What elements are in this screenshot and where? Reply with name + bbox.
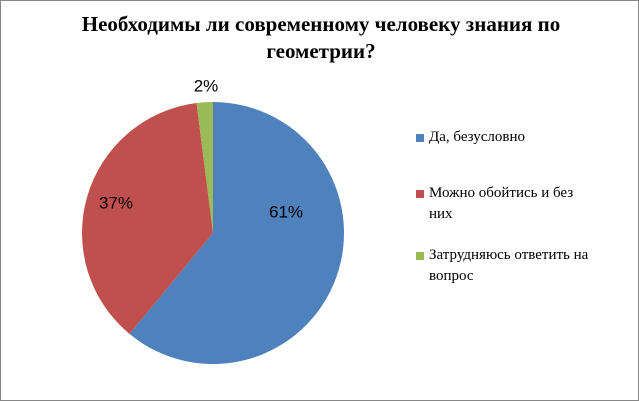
chart-title: Необходимы ли современному человеку знан…: [81, 12, 561, 63]
data-label: 37%: [99, 193, 133, 212]
legend-label: Да, безусловно: [429, 129, 526, 145]
legend-marker: [416, 134, 424, 142]
legend-label: Затрудняюсь ответить на вопрос: [429, 247, 589, 284]
legend-marker: [416, 252, 424, 260]
pie-slice: [82, 103, 213, 334]
legend-marker: [416, 190, 424, 198]
data-label: 2%: [194, 76, 219, 95]
legend-label: Можно обойтись и без них: [429, 185, 574, 222]
data-label: 61%: [269, 202, 303, 221]
pie-slice: [196, 102, 213, 233]
pie-slice: [129, 102, 345, 364]
